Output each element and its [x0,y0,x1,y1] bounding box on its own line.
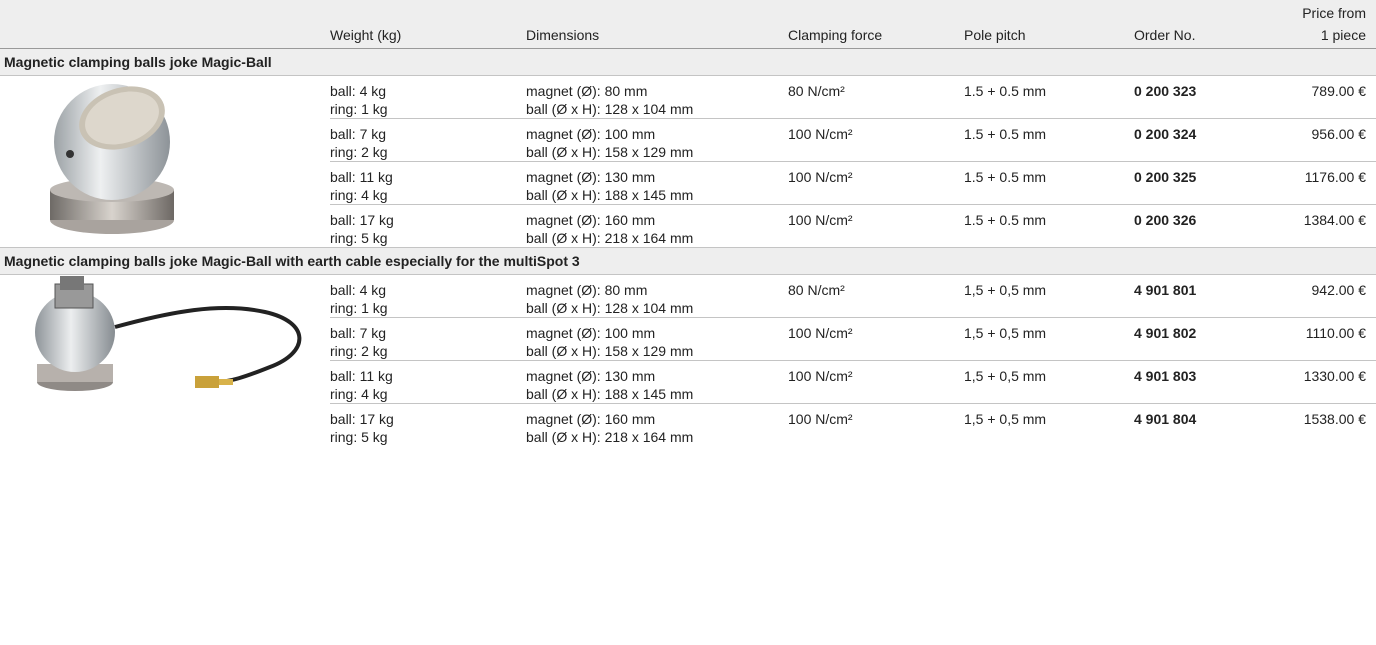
weight: ball: 17 kg [330,212,394,228]
clamping-force: 100 N/cm² [788,368,853,384]
order-no: 4 901 802 [1134,325,1197,341]
clamping-force: 100 N/cm² [788,169,853,185]
column-header: Pole pitch [964,27,1026,43]
row-line [330,161,1376,162]
dimensions: magnet (Ø): 80 mm [526,83,648,99]
row-line [330,204,1376,205]
weight: ring: 2 kg [330,144,388,160]
dimensions: ball (Ø x H): 218 x 164 mm [526,230,694,246]
weight: ball: 11 kg [330,368,393,384]
pole-pitch: 1.5 + 0.5 mm [964,169,1047,185]
order-no: 0 200 324 [1134,126,1197,142]
weight: ring: 2 kg [330,343,388,359]
dimensions: ball (Ø x H): 218 x 164 mm [526,429,694,445]
row-line [330,317,1376,318]
group-bg [0,49,1376,75]
group-line [0,247,1376,248]
dimensions: ball (Ø x H): 128 x 104 mm [526,101,694,117]
clamping-force: 100 N/cm² [788,212,853,228]
dimensions: magnet (Ø): 100 mm [526,325,656,341]
price: 1538.00 € [1303,411,1366,427]
price: 1330.00 € [1303,368,1366,384]
clamping-force: 100 N/cm² [788,126,853,142]
header-bg [0,0,1376,48]
row-line [330,360,1376,361]
group-bg [0,248,1376,274]
weight: ring: 5 kg [330,230,388,246]
order-no: 0 200 326 [1134,212,1197,228]
clamping-force: 80 N/cm² [788,282,845,298]
row-line [330,118,1376,119]
column-header: Price from [1302,5,1366,21]
price: 942.00 € [1311,282,1367,298]
weight: ring: 4 kg [330,386,388,402]
clamping-force: 100 N/cm² [788,411,853,427]
pole-pitch: 1.5 + 0.5 mm [964,126,1047,142]
column-header: Clamping force [788,27,883,43]
order-no: 4 901 801 [1134,282,1197,298]
dimensions: ball (Ø x H): 128 x 104 mm [526,300,694,316]
dimensions: magnet (Ø): 130 mm [526,169,656,185]
group-title: Magnetic clamping balls joke Magic-Ball … [4,253,580,269]
magic-ball-cable-image [35,276,302,391]
group-line [0,75,1376,76]
pole-pitch: 1.5 + 0.5 mm [964,83,1047,99]
dimensions: magnet (Ø): 160 mm [526,212,656,228]
weight: ring: 4 kg [330,187,388,203]
magic-ball-image [50,84,174,234]
price: 789.00 € [1311,83,1367,99]
clamping-force: 100 N/cm² [788,325,853,341]
column-header: 1 piece [1320,27,1366,43]
price: 956.00 € [1311,126,1367,142]
weight: ball: 7 kg [330,325,387,341]
weight: ball: 17 kg [330,411,394,427]
weight: ball: 4 kg [330,83,387,99]
pole-pitch: 1,5 + 0,5 mm [964,325,1047,341]
row-line [330,403,1376,404]
weight: ring: 5 kg [330,429,388,445]
pole-pitch: 1.5 + 0.5 mm [964,212,1047,228]
column-header: Dimensions [526,27,600,43]
price: 1384.00 € [1303,212,1366,228]
order-no: 4 901 804 [1134,411,1197,427]
price: 1110.00 € [1305,325,1366,341]
pole-pitch: 1,5 + 0,5 mm [964,368,1047,384]
group-title: Magnetic clamping balls joke Magic-Ball [4,54,272,70]
pole-pitch: 1,5 + 0,5 mm [964,411,1047,427]
column-header: Weight (kg) [330,27,402,43]
header-line [0,48,1376,49]
dimensions: ball (Ø x H): 158 x 129 mm [526,144,694,160]
dimensions: ball (Ø x H): 188 x 145 mm [526,386,694,402]
weight: ball: 11 kg [330,169,393,185]
dimensions: magnet (Ø): 130 mm [526,368,656,384]
dimensions: magnet (Ø): 160 mm [526,411,656,427]
clamping-force: 80 N/cm² [788,83,845,99]
dimensions: magnet (Ø): 100 mm [526,126,656,142]
group-line [0,274,1376,275]
price: 1176.00 € [1304,169,1366,185]
weight: ring: 1 kg [330,101,388,117]
weight: ball: 4 kg [330,282,387,298]
weight: ball: 7 kg [330,126,387,142]
order-no: 0 200 325 [1134,169,1197,185]
dimensions: magnet (Ø): 80 mm [526,282,648,298]
dimensions: ball (Ø x H): 158 x 129 mm [526,343,694,359]
pole-pitch: 1,5 + 0,5 mm [964,282,1047,298]
weight: ring: 1 kg [330,300,388,316]
dimensions: ball (Ø x H): 188 x 145 mm [526,187,694,203]
order-no: 4 901 803 [1134,368,1197,384]
column-header: Order No. [1134,27,1196,43]
order-no: 0 200 323 [1134,83,1197,99]
